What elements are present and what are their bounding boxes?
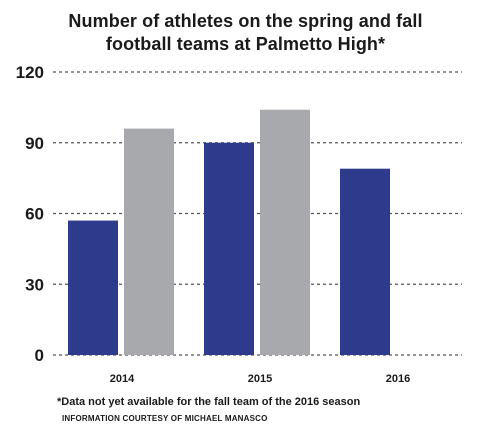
y-tick-label-90: 90 (25, 134, 44, 153)
chart-title: Number of athletes on the spring and fal… (0, 10, 491, 56)
bar-series1-2016 (340, 168, 390, 355)
y-tick-label-60: 60 (25, 205, 44, 224)
x-tick-label-2015: 2015 (248, 373, 272, 385)
chart-title-line-1: Number of athletes on the spring and fal… (68, 11, 423, 31)
footnote: *Data not yet available for the fall tea… (57, 396, 361, 408)
x-tick-label-2016: 2016 (386, 373, 410, 385)
y-tick-label-0: 0 (35, 346, 44, 365)
bar-series1-2014 (68, 220, 118, 355)
credit-line: INFORMATION COURTESY OF MICHAEL MANASCO (62, 414, 268, 423)
bar-series1-2015 (204, 142, 254, 355)
y-tick-label-120: 120 (16, 63, 44, 82)
chart-title-line-2: football teams at Palmetto High* (105, 34, 386, 54)
x-tick-label-2014: 2014 (110, 373, 135, 385)
bar-series2-2015 (260, 109, 310, 355)
y-tick-label-30: 30 (25, 275, 44, 294)
bar-series2-2014 (124, 128, 174, 355)
